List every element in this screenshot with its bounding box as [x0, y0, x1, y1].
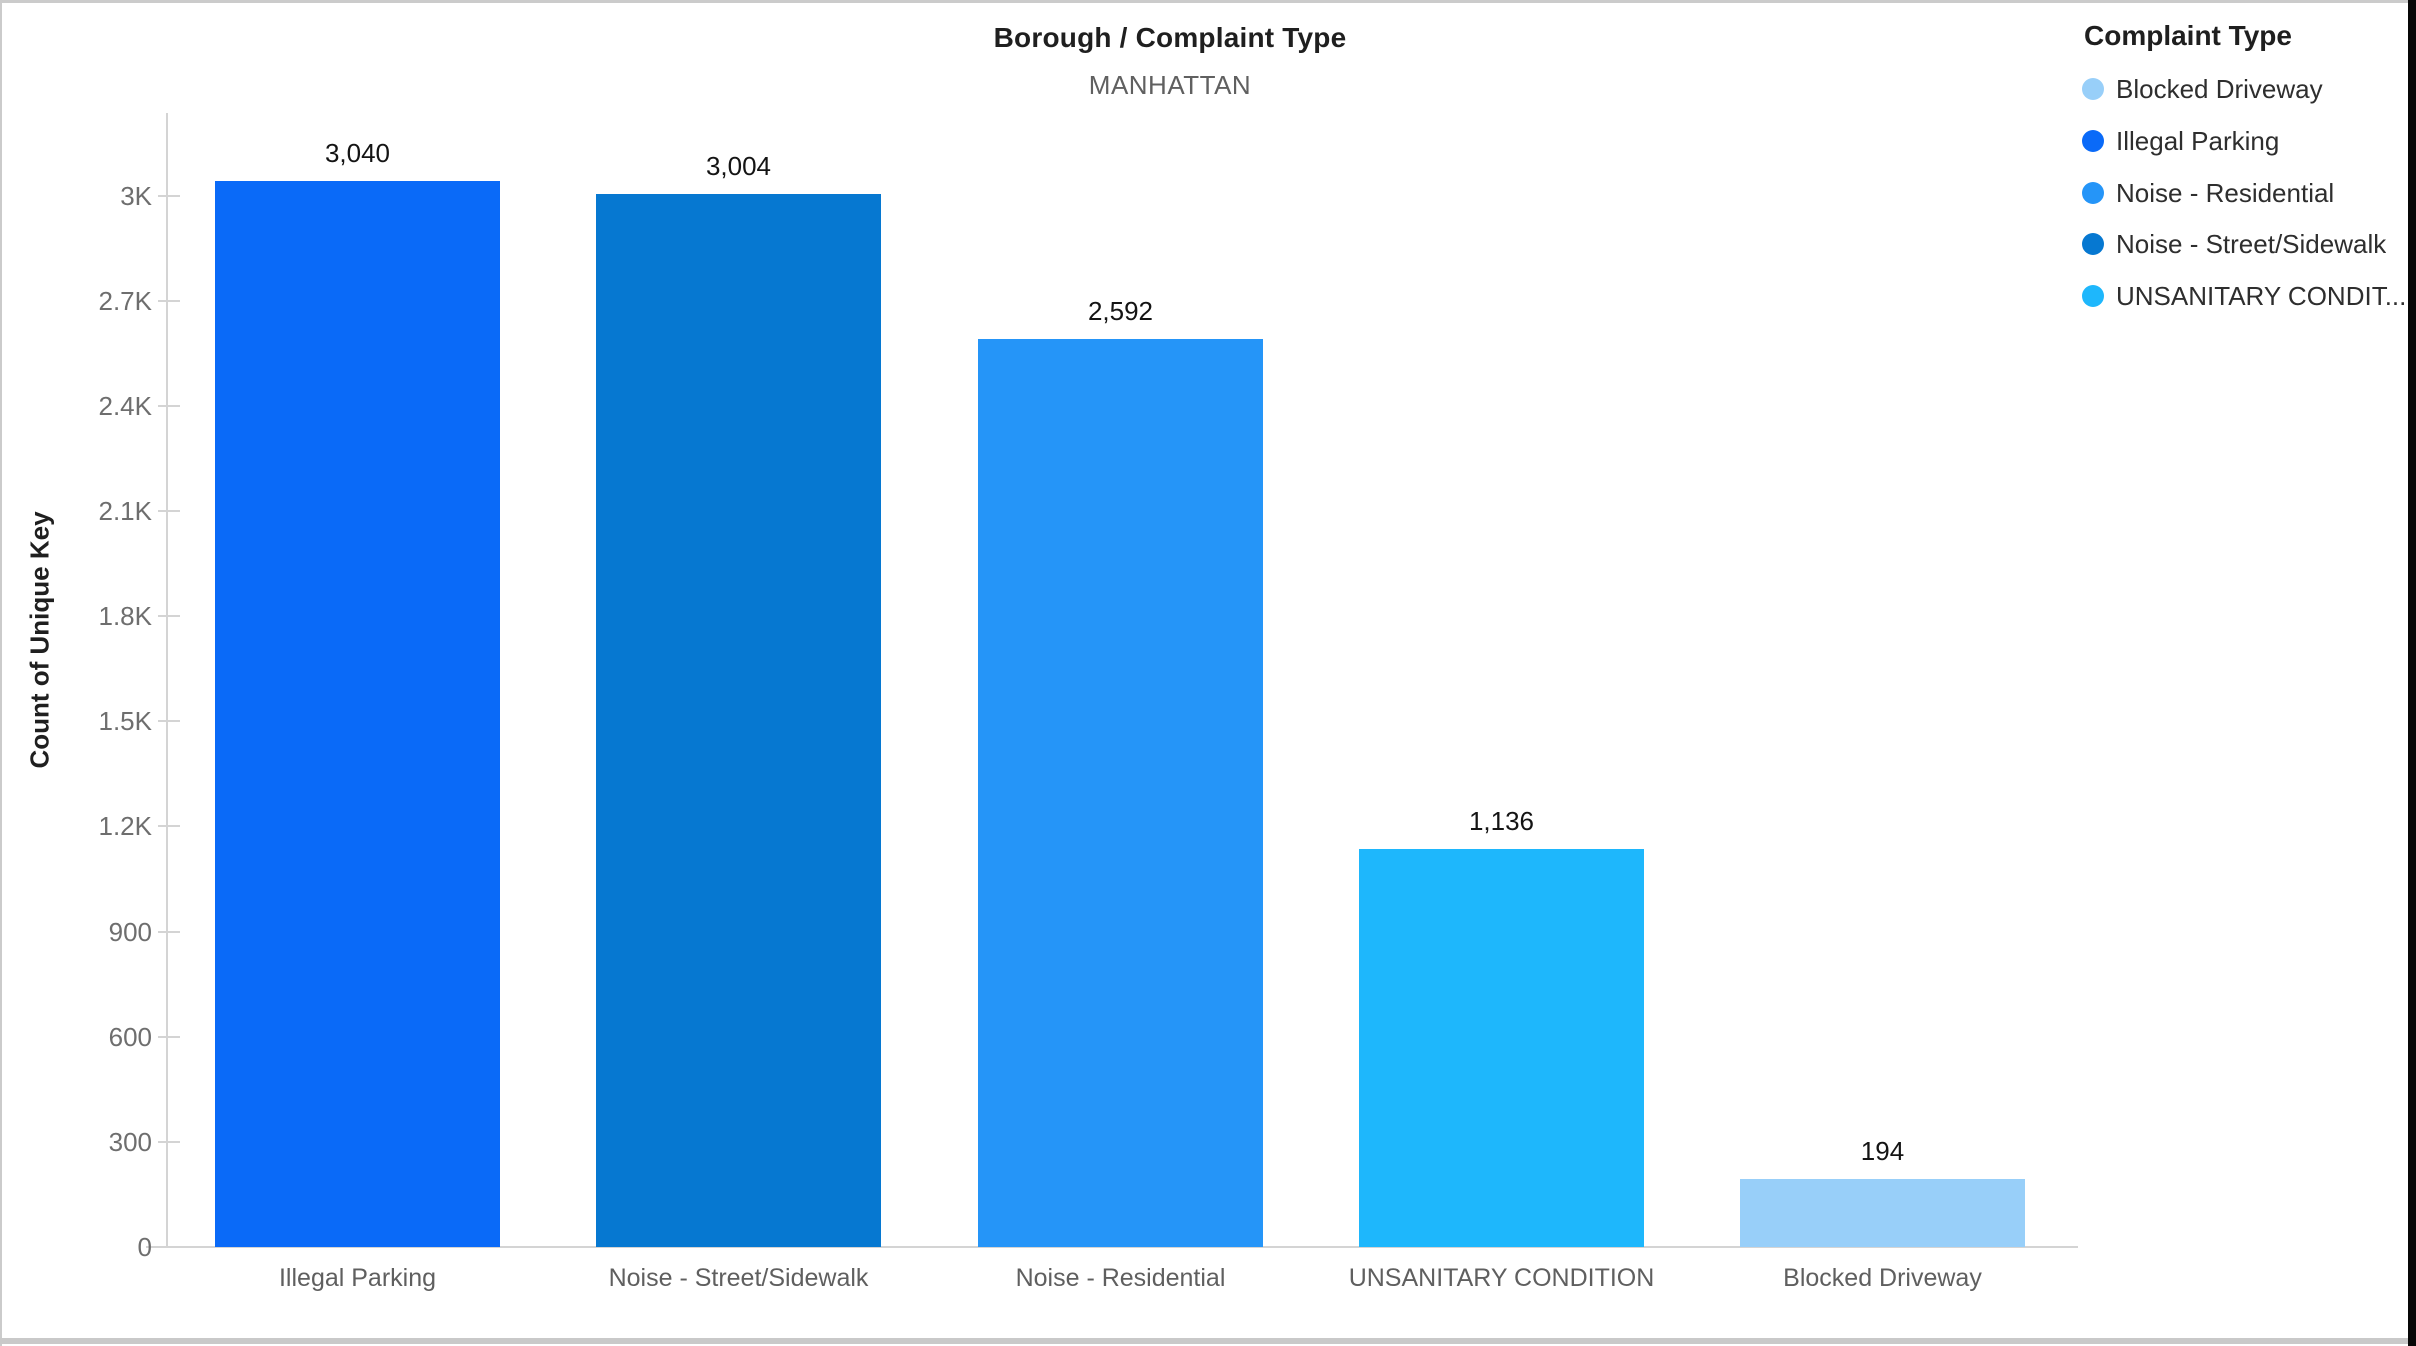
y-tick-mark [158, 615, 180, 617]
circle-icon [2082, 285, 2104, 307]
y-tick-label: 2.1K [98, 496, 153, 526]
x-axis-label-noise-residential: Noise - Residential [1015, 1264, 1226, 1292]
y-tick-mark [158, 510, 180, 512]
y-tick-label: 0 [137, 1232, 152, 1262]
y-tick-mark [158, 720, 180, 722]
bar-value-label: 194 [1860, 1136, 1905, 1166]
y-tick-label: 1.5K [98, 706, 153, 736]
bar-illegal-parking[interactable] [215, 181, 500, 1247]
bar-value-label: 3,004 [705, 151, 772, 181]
chart-subtitle: MANHATTAN [1088, 70, 1252, 100]
legend-item-label: Illegal Parking [2116, 125, 2280, 156]
y-axis-line [166, 113, 168, 1247]
y-tick-mark [158, 931, 180, 933]
legend-item-illegal-parking[interactable]: Illegal Parking [2080, 125, 2279, 157]
bar-unsanitary-condition[interactable] [1359, 849, 1644, 1247]
window-left-border [0, 0, 2, 1346]
y-tick-label: 900 [108, 917, 152, 947]
circle-icon [2082, 78, 2104, 100]
x-axis-label-noise-street-sidewalk: Noise - Street/Sidewalk [608, 1264, 869, 1292]
legend-item-label: Blocked Driveway [2116, 73, 2323, 104]
bar-noise-street-sidewalk[interactable] [596, 194, 881, 1247]
y-tick-label: 1.2K [98, 811, 153, 841]
y-tick-label: 300 [108, 1127, 152, 1157]
circle-icon [2082, 233, 2104, 255]
y-tick-mark [158, 195, 180, 197]
plot-area: 0 300 600 900 1.2K 1.5K 1.8K 2.1K 2.4K 2.7K 3K 3,04… [98, 113, 2078, 1292]
x-axis-label-unsanitary-condition: UNSANITARY CONDITION [1348, 1264, 1655, 1292]
y-tick-mark [158, 405, 180, 407]
window-bottom-border [0, 1338, 2408, 1344]
y-tick-label: 600 [108, 1022, 152, 1052]
window-right-edge [2408, 0, 2416, 1346]
chart-header: Borough / Complaint Type MANHATTAN [0, 0, 2340, 101]
y-tick-label: 1.8K [98, 601, 153, 631]
x-axis-line [146, 1246, 2078, 1248]
y-tick-mark [158, 1036, 180, 1038]
legend-item-label: Noise - Residential [2116, 177, 2335, 208]
y-tick-mark [158, 1246, 180, 1248]
legend-title: Complaint Type [2084, 20, 2292, 51]
y-tick-mark [158, 1141, 180, 1143]
legend-item-label: Noise - Street/Sidewalk [2116, 228, 2387, 259]
y-tick-label: 3K [120, 181, 152, 211]
chart-title: Borough / Complaint Type [993, 22, 1347, 53]
x-axis-label-illegal-parking: Illegal Parking [278, 1264, 437, 1292]
circle-icon [2082, 182, 2104, 204]
y-tick-mark [158, 825, 180, 827]
legend-item-noise-residential[interactable]: Noise - Residential [2080, 177, 2334, 209]
y-tick-mark [158, 300, 180, 302]
bar-noise-residential[interactable] [978, 339, 1263, 1247]
legend-item-unsanitary-condit[interactable]: UNSANITARY CONDIT... [2080, 280, 2406, 312]
legend-item-label: UNSANITARY CONDIT... [2116, 280, 2407, 311]
x-axis-label-blocked-driveway: Blocked Driveway [1783, 1264, 1982, 1292]
legend-item-blocked-driveway[interactable]: Blocked Driveway [2080, 73, 2323, 105]
window-top-border [0, 0, 2408, 3]
bar-value-label: 1,136 [1468, 806, 1535, 836]
bar-value-label: 3,040 [324, 138, 391, 168]
circle-icon [2082, 130, 2104, 152]
bar-blocked-driveway[interactable] [1740, 1179, 2025, 1247]
bar-value-label: 2,592 [1087, 296, 1154, 326]
legend-item-noise-street-sidewalk[interactable]: Noise - Street/Sidewalk [2080, 228, 2386, 260]
y-tick-label: 2.4K [98, 391, 153, 421]
y-tick-label: 2.7K [98, 286, 153, 316]
